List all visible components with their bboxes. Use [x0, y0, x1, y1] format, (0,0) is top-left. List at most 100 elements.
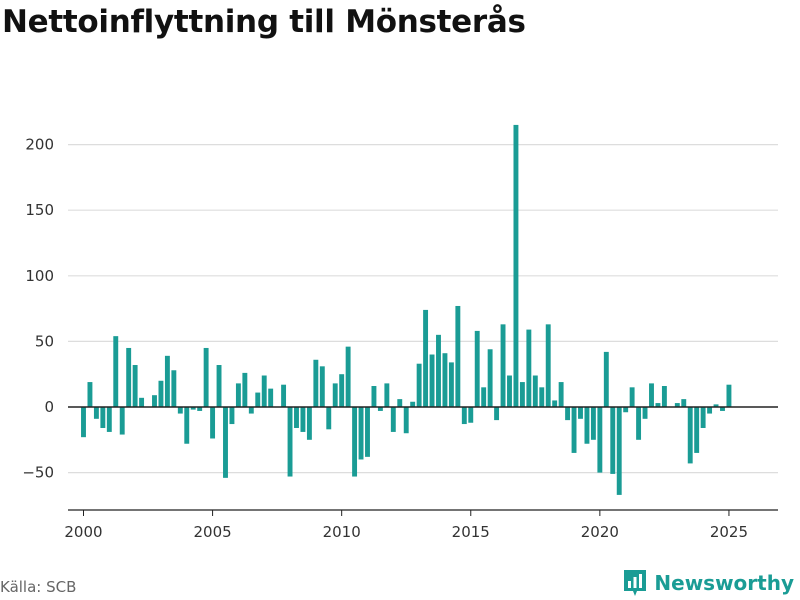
- bar: [403, 407, 409, 434]
- bar-chart-logo-icon: [624, 570, 647, 596]
- bar: [345, 346, 351, 407]
- bar: [248, 407, 254, 414]
- bar: [281, 384, 287, 407]
- bar: [261, 375, 267, 407]
- bar: [332, 383, 338, 407]
- y-tick-label: 200: [25, 136, 54, 154]
- bar: [300, 407, 306, 432]
- x-tick-label: 2020: [581, 523, 619, 541]
- bar: [681, 399, 687, 407]
- bar: [416, 363, 422, 407]
- bar: [507, 375, 512, 407]
- bar: [306, 407, 312, 440]
- bar: [558, 382, 564, 407]
- bar: [164, 355, 170, 407]
- x-tick-label: 2005: [193, 523, 231, 541]
- bar: [177, 407, 183, 414]
- bar: [461, 407, 467, 425]
- bar: [636, 407, 642, 440]
- bar: [339, 374, 345, 407]
- bar: [571, 407, 577, 453]
- bar: [629, 387, 635, 407]
- bar: [319, 366, 325, 407]
- bar: [603, 351, 609, 407]
- bar: [539, 387, 545, 407]
- bar: [642, 407, 648, 419]
- bar: [584, 407, 590, 444]
- bar: [481, 387, 487, 407]
- bar: [81, 407, 86, 438]
- bars: [81, 124, 732, 495]
- bar: [578, 407, 583, 419]
- bar: [216, 365, 222, 407]
- bar: [565, 407, 571, 421]
- bar: [494, 407, 500, 421]
- bar: [423, 309, 429, 407]
- y-tick-label: 0: [44, 398, 54, 416]
- source-note: Källa: SCB: [0, 578, 77, 596]
- bar: [436, 334, 441, 407]
- y-tick-label: −50: [22, 464, 54, 482]
- bar: [158, 380, 164, 407]
- bar: [365, 407, 370, 457]
- bar: [190, 407, 196, 410]
- bar: [519, 382, 525, 407]
- bar: [623, 407, 629, 413]
- bar: [410, 401, 416, 407]
- bar: [106, 407, 112, 432]
- bar: [713, 404, 719, 407]
- bar: [268, 388, 274, 407]
- bar: [552, 400, 558, 407]
- bar: [448, 362, 454, 407]
- bar: [661, 386, 667, 407]
- bar: [377, 407, 383, 411]
- bar: [242, 372, 248, 407]
- bar: [674, 403, 680, 407]
- bar: [655, 403, 661, 407]
- bar: [210, 407, 216, 439]
- bar: [371, 386, 377, 407]
- bar: [126, 347, 132, 407]
- x-tick-label: 2015: [452, 523, 490, 541]
- y-tick-label: 100: [25, 267, 54, 285]
- bar: [93, 407, 99, 419]
- bar: [649, 383, 654, 407]
- bar: [113, 336, 119, 407]
- bar: [184, 407, 190, 444]
- bar: [197, 407, 203, 411]
- bar: [455, 305, 461, 407]
- bar: [610, 407, 616, 474]
- bar: [468, 407, 474, 423]
- bar: [597, 407, 603, 473]
- bar: [590, 407, 596, 440]
- bar: [397, 399, 403, 407]
- bar: [287, 407, 293, 477]
- y-tick-label: 150: [25, 201, 54, 219]
- x-tick-label: 2025: [710, 523, 748, 541]
- bar: [139, 397, 145, 407]
- bar: [203, 347, 209, 407]
- bar: [487, 349, 493, 407]
- newsworthy-logo[interactable]: Newsworthy: [622, 568, 794, 598]
- bar: [326, 407, 332, 430]
- bar: [442, 353, 448, 407]
- bar: [358, 407, 364, 460]
- bar: [390, 407, 396, 432]
- y-tick-label: 50: [35, 332, 54, 350]
- bar: [616, 407, 622, 495]
- axes: [68, 406, 778, 511]
- chart-title: Nettoinflyttning till Mönsterås: [2, 4, 526, 40]
- bar: [352, 407, 358, 477]
- bar: [694, 407, 700, 453]
- bar: [700, 407, 706, 428]
- bar: [119, 407, 125, 435]
- bar: [513, 124, 519, 408]
- bar: [235, 383, 241, 407]
- bar: [384, 383, 390, 407]
- bar: [545, 324, 551, 407]
- brand-name: Newsworthy: [654, 571, 794, 595]
- bar: [532, 375, 538, 407]
- bar: [132, 365, 138, 407]
- bar: [726, 384, 732, 407]
